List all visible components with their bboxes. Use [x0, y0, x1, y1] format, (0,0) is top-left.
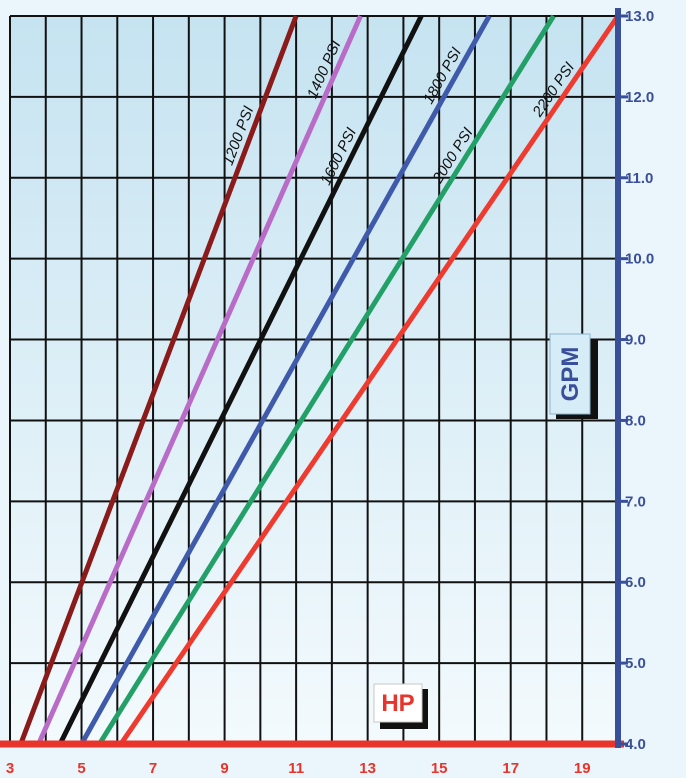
- tick-labels: 4.0 5.0 6.0 7.0 8.0 9.0 10.0 11.0 12.0 13.0 3 5 7 9 11…: [6, 8, 654, 777]
- y-tick-label: 12.0: [625, 89, 654, 106]
- y-tick-label: 13.0: [625, 8, 654, 25]
- axes: [0, 8, 624, 748]
- x-tick-label: 7: [149, 760, 157, 777]
- series-line-1600-psi: [57, 14, 424, 746]
- series-line-2000-psi: [97, 14, 556, 746]
- gpm-axis-title: GPM: [549, 333, 598, 419]
- series-line-2200-psi: [118, 14, 621, 746]
- series-line-1400-psi: [36, 14, 363, 746]
- y-tick-label: 7.0: [625, 493, 646, 510]
- x-tick-label: 5: [77, 760, 85, 777]
- y-axis-title: GPM: [557, 347, 584, 402]
- psi-curves: [18, 14, 621, 746]
- y-tick-label: 11.0: [625, 170, 653, 187]
- x-axis-title: HP: [381, 690, 414, 717]
- y-tick-label: 9.0: [625, 332, 646, 349]
- y-tick-label: 4.0: [625, 736, 646, 753]
- x-tick-label: 11: [288, 760, 304, 777]
- plot-area-background: [10, 16, 618, 744]
- x-tick-label: 15: [431, 760, 448, 777]
- y-tick-label: 6.0: [625, 574, 646, 591]
- y-tick-label: 10.0: [625, 251, 654, 268]
- hp-axis-title: HP: [373, 683, 428, 729]
- series-line-1800-psi: [79, 14, 492, 746]
- x-tick-label: 17: [502, 760, 519, 777]
- x-tick-label: 19: [574, 760, 591, 777]
- x-tick-label: 3: [6, 760, 14, 777]
- series-line-1200-psi: [18, 15, 299, 745]
- x-tick-label: 9: [220, 760, 228, 777]
- x-tick-label: 13: [359, 760, 376, 777]
- y-tick-label: 5.0: [625, 655, 646, 672]
- y-tick-label: 8.0: [625, 412, 646, 429]
